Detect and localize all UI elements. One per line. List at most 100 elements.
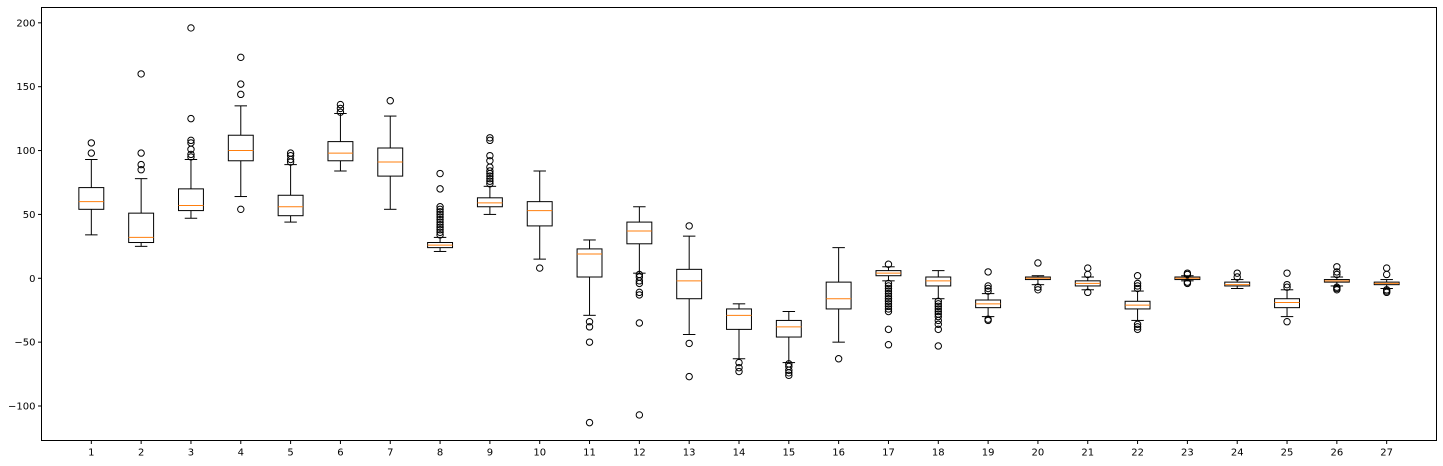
outlier-point (237, 205, 245, 214)
outlier-point (436, 213, 444, 221)
outlier-point (785, 369, 793, 377)
x-tick-label: 21 (1081, 448, 1094, 459)
outlier-point (1183, 269, 1192, 277)
x-tick-label: 7 (387, 448, 393, 459)
outlier-point (1333, 270, 1341, 279)
outlier-point (1382, 288, 1391, 297)
x-tick-label: 22 (1131, 448, 1144, 459)
x-tick-label: 5 (287, 448, 293, 459)
outlier-point (984, 282, 992, 290)
outlier-point (934, 320, 942, 328)
outlier-point (635, 279, 644, 288)
outlier-point (1133, 282, 1142, 290)
x-tick-label: 14 (733, 448, 746, 459)
outlier-point (1233, 273, 1241, 281)
outlier-point (685, 339, 693, 348)
outlier-point (1333, 263, 1341, 271)
iqr-box (775, 319, 802, 338)
iqr-box (1224, 281, 1251, 287)
outlier-point (436, 228, 444, 237)
x-tick-label: 25 (1281, 448, 1294, 459)
outlier-point (984, 268, 992, 276)
iqr-box (327, 141, 354, 162)
x-tick-label: 10 (533, 448, 546, 459)
outlier-point (735, 358, 743, 367)
outlier-point (934, 325, 942, 334)
outlier-point (884, 289, 893, 298)
plot-marks (78, 24, 1400, 427)
outlier-point (237, 53, 245, 62)
box-24 (1224, 269, 1251, 290)
y-tick-label: −100 (8, 402, 35, 413)
outlier-point (785, 371, 793, 380)
box-26 (1323, 263, 1350, 294)
box-8 (427, 169, 454, 252)
outlier-point (436, 223, 444, 231)
y-tick-label: 0 (29, 274, 35, 285)
outlier-point (486, 174, 494, 183)
box-12 (626, 206, 653, 419)
x-tick-label: 16 (832, 448, 845, 459)
outlier-point (884, 325, 893, 334)
outlier-point (934, 342, 942, 350)
outlier-point (934, 305, 942, 313)
iqr-box (178, 188, 204, 212)
outlier-point (486, 180, 494, 188)
outlier-point (486, 163, 494, 171)
box-5 (277, 149, 304, 223)
y-tick-label: −50 (14, 338, 35, 349)
outlier-point (436, 231, 444, 239)
iqr-box (476, 197, 503, 208)
outlier-point (1034, 286, 1042, 294)
box-27 (1373, 264, 1400, 297)
box-23 (1174, 269, 1201, 288)
outlier-point (585, 318, 594, 326)
box-22 (1124, 272, 1151, 334)
outlier-point (884, 282, 893, 290)
outlier-point (934, 302, 942, 311)
outlier-point (187, 24, 195, 32)
outlier-point (187, 114, 195, 123)
x-tick-label: 15 (782, 448, 795, 459)
outlier-point (884, 307, 893, 316)
outlier-point (1133, 279, 1142, 288)
outlier-point (984, 316, 992, 325)
outlier-point (1133, 320, 1142, 328)
outlier-point (237, 90, 245, 99)
x-tick-label: 18 (932, 448, 945, 459)
outlier-point (1084, 264, 1092, 272)
outlier-point (1283, 269, 1291, 277)
y-tick-label: 100 (16, 146, 35, 157)
iqr-box (78, 187, 105, 210)
y-tick-label: 150 (16, 82, 35, 93)
outlier-point (336, 100, 345, 109)
outlier-point (884, 279, 893, 288)
box-3 (178, 24, 204, 219)
box-6 (327, 100, 354, 172)
plot-frame (41, 7, 1437, 441)
box-16 (825, 247, 852, 363)
iqr-box (726, 308, 752, 330)
outlier-point (1133, 323, 1142, 331)
outlier-point (1084, 288, 1092, 297)
box-19 (975, 268, 1002, 325)
outlier-point (87, 149, 96, 157)
outlier-point (585, 323, 594, 331)
outlier-point (137, 166, 145, 174)
outlier-point (486, 136, 494, 145)
outlier-point (436, 215, 444, 224)
iqr-box (576, 248, 603, 278)
iqr-box (626, 221, 653, 245)
outlier-point (436, 218, 444, 226)
outlier-point (934, 316, 942, 325)
outlier-point (984, 287, 992, 295)
box-17 (875, 260, 902, 349)
outlier-point (187, 153, 195, 161)
outlier-point (934, 300, 942, 308)
outlier-point (336, 108, 345, 116)
box-15 (775, 310, 802, 380)
outlier-point (436, 226, 444, 234)
outlier-point (884, 295, 893, 303)
outlier-point (685, 372, 693, 381)
outlier-point (436, 220, 444, 229)
